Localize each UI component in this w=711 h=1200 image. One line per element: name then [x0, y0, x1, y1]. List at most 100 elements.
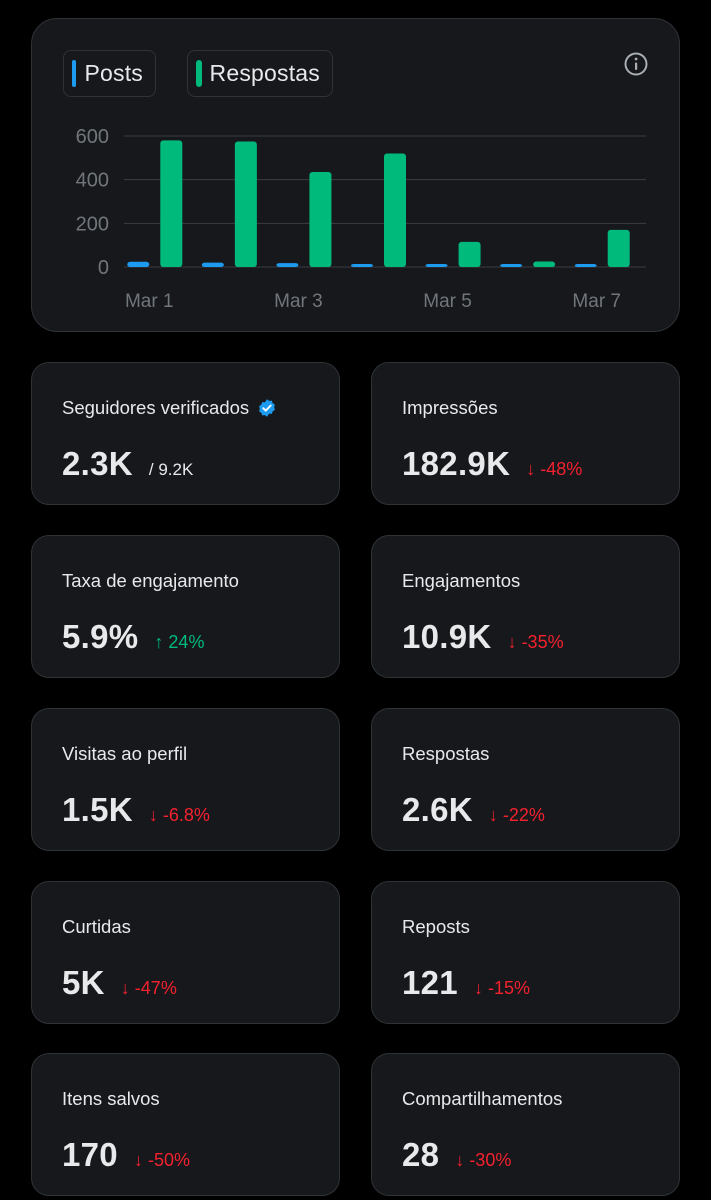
y-tick-label: 200	[76, 213, 109, 235]
stat-label-text: Reposts	[402, 916, 470, 937]
arrow-down-icon: ↓	[473, 978, 483, 998]
stat-change-value: -6.8%	[162, 805, 210, 825]
stat-value: 2.6K	[402, 791, 473, 828]
stat-change-value: 24%	[168, 632, 205, 652]
arrow-down-icon: ↓	[507, 632, 517, 652]
stat-value: 5K	[62, 964, 105, 1001]
stat-change: ↓ -48%	[526, 459, 582, 480]
stat-label: Reposts	[402, 916, 470, 938]
stat-change: ↓ -30%	[455, 1150, 511, 1171]
arrow-down-icon: ↓	[488, 805, 498, 825]
legend-posts[interactable]: Posts	[63, 50, 156, 97]
stat-label-text: Itens salvos	[62, 1088, 160, 1109]
posts-bar[interactable]	[276, 263, 299, 267]
legend-posts-label: Posts	[84, 60, 143, 86]
stat-label: Engajamentos	[402, 570, 520, 592]
stat-value: 10.9K	[402, 618, 492, 655]
replies-bar[interactable]	[309, 172, 332, 267]
posts-bar[interactable]	[351, 263, 373, 267]
stat-label: Curtidas	[62, 916, 131, 938]
stat-card[interactable]: Seguidores verificados 2.3K / 9.2K	[31, 362, 340, 505]
stat-value: 28	[402, 1136, 440, 1173]
replies-bar[interactable]	[607, 229, 630, 267]
stat-change: ↓ -15%	[474, 978, 530, 999]
posts-bar[interactable]	[127, 261, 150, 267]
stat-change: ↓ -50%	[134, 1150, 190, 1171]
stat-change: ↓ -47%	[121, 978, 177, 999]
stat-card[interactable]: Reposts 121 ↓ -15%	[371, 881, 680, 1024]
stat-card[interactable]: Compartilhamentos 28 ↓ -30%	[371, 1053, 680, 1196]
stat-label: Taxa de engajamento	[62, 570, 239, 592]
replies-bar[interactable]	[533, 261, 556, 267]
info-icon[interactable]	[623, 51, 649, 77]
stat-label-text: Respostas	[402, 743, 490, 764]
legend-replies[interactable]: Respostas	[187, 50, 333, 97]
replies-bar[interactable]	[160, 140, 183, 267]
stat-label-text: Impressões	[402, 397, 498, 418]
posts-bar[interactable]	[425, 263, 448, 267]
stat-value-row: 5.9% ↑ 24%	[62, 618, 204, 656]
stat-value-row: 121 ↓ -15%	[402, 964, 530, 1002]
stat-label-text: Compartilhamentos	[402, 1088, 563, 1109]
arrow-down-icon: ↓	[148, 805, 158, 825]
stat-label-text: Engajamentos	[402, 570, 521, 591]
stat-value-row: 10.9K ↓ -35%	[402, 618, 564, 656]
stat-change: ↓ -35%	[508, 632, 564, 653]
stat-label-text: Visitas ao perfil	[62, 743, 188, 764]
stat-card[interactable]: Visitas ao perfil 1.5K ↓ -6.8%	[31, 708, 340, 851]
replies-swatch	[196, 60, 202, 87]
stat-value: 1.5K	[62, 791, 133, 828]
replies-bar[interactable]	[234, 141, 257, 267]
y-tick-label: 600	[76, 126, 109, 148]
stat-change: ↓ -22%	[489, 805, 545, 826]
stat-value-row: 2.6K ↓ -22%	[402, 791, 545, 829]
stat-label: Respostas	[402, 743, 489, 765]
stat-change-value: -47%	[134, 978, 177, 998]
arrow-down-icon: ↓	[526, 459, 536, 479]
y-tick-label: 400	[76, 170, 109, 192]
stat-value: 182.9K	[402, 445, 511, 482]
stat-value: 170	[62, 1136, 118, 1173]
bar-chart: 600 400 200 0 Mar 1 Mar 3 Mar 5 Mar 7	[76, 126, 646, 312]
posts-bar[interactable]	[574, 264, 597, 267]
stat-change-value: -50%	[147, 1150, 190, 1170]
stat-card[interactable]: Engajamentos 10.9K ↓ -35%	[371, 535, 680, 678]
legend-replies-label: Respostas	[209, 60, 320, 86]
x-tick-label: Mar 3	[274, 291, 323, 312]
arrow-down-icon: ↓	[455, 1150, 465, 1170]
chart-card: Posts Respostas 600 400 200 0 Mar 1 Mar 3 Mar …	[31, 18, 680, 332]
stat-value-row: 1.5K ↓ -6.8%	[62, 791, 210, 829]
stat-value: 5.9%	[62, 618, 139, 655]
stat-value-row: 5K ↓ -47%	[62, 964, 177, 1002]
stat-label: Impressões	[402, 397, 498, 419]
stat-label: Compartilhamentos	[402, 1088, 562, 1110]
stat-change-value: -35%	[521, 632, 564, 652]
stat-value-row: 170 ↓ -50%	[62, 1136, 190, 1174]
stat-label: Itens salvos	[62, 1088, 160, 1110]
stat-card[interactable]: Itens salvos 170 ↓ -50%	[31, 1053, 340, 1196]
stat-card[interactable]: Impressões 182.9K ↓ -48%	[371, 362, 680, 505]
stat-card[interactable]: Respostas 2.6K ↓ -22%	[371, 708, 680, 851]
x-tick-label: Mar 7	[572, 291, 621, 312]
posts-swatch	[72, 60, 77, 87]
x-tick-label: Mar 5	[423, 291, 472, 312]
posts-bar[interactable]	[500, 264, 523, 267]
stat-change-value: -22%	[502, 805, 545, 825]
y-tick-label: 0	[98, 257, 109, 279]
posts-bar[interactable]	[201, 262, 224, 267]
stat-label-text: Seguidores verificados	[62, 397, 250, 418]
stat-value-row: 2.3K / 9.2K	[62, 445, 193, 483]
replies-bar[interactable]	[458, 241, 481, 267]
stat-label-text: Curtidas	[62, 916, 131, 937]
stat-total: / 9.2K	[148, 460, 194, 479]
stat-card[interactable]: Curtidas 5K ↓ -47%	[31, 881, 340, 1024]
stat-value: 121	[402, 964, 458, 1001]
stat-label: Visitas ao perfil	[62, 743, 187, 765]
stat-change: ↓ -6.8%	[149, 805, 210, 826]
stat-card[interactable]: Taxa de engajamento 5.9% ↑ 24%	[31, 535, 340, 678]
arrow-down-icon: ↓	[120, 978, 130, 998]
stat-change-value: -48%	[540, 459, 583, 479]
stat-label: Seguidores verificados	[62, 397, 277, 419]
arrow-up-icon: ↑	[154, 632, 164, 652]
replies-bar[interactable]	[384, 153, 406, 267]
